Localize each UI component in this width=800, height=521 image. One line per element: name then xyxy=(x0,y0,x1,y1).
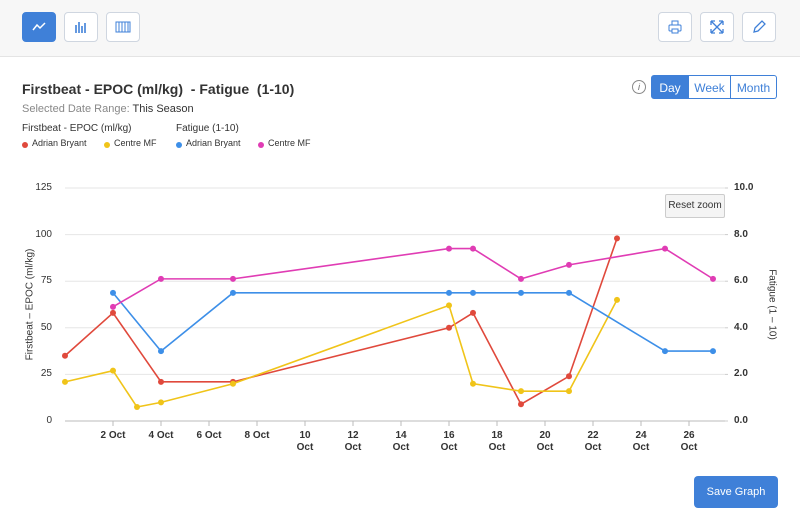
x-tick-label: 16 Oct xyxy=(440,430,458,453)
x-tick-label: 20 Oct xyxy=(536,430,554,453)
toolbar xyxy=(0,0,800,57)
data-point xyxy=(662,245,668,252)
x-tick-label: 4 Oct xyxy=(148,430,174,441)
x-tick-label: 22 Oct xyxy=(584,430,602,453)
data-point xyxy=(518,388,524,395)
data-point xyxy=(158,399,164,406)
x-tick-label: 8 Oct xyxy=(244,430,270,441)
data-point xyxy=(62,352,68,359)
data-point xyxy=(470,289,476,296)
x-tick-label: 6 Oct xyxy=(196,430,222,441)
y-tick-label: 0 xyxy=(46,415,52,426)
y-tick-label: 100 xyxy=(35,228,52,240)
data-point xyxy=(134,404,140,411)
y-tick-label: 75 xyxy=(40,275,52,287)
legend-label[interactable]: Centre MF xyxy=(114,138,157,148)
data-point xyxy=(470,309,476,316)
data-point xyxy=(614,235,620,242)
legend-group-title: Fatigue (1-10) xyxy=(176,123,239,134)
legend-label[interactable]: Adrian Bryant xyxy=(186,138,241,148)
x-tick-label: 2 Oct xyxy=(100,430,126,441)
data-point xyxy=(110,289,116,296)
data-point xyxy=(230,289,236,296)
legend-swatch xyxy=(104,142,110,148)
data-point xyxy=(470,245,476,252)
bar-view-button[interactable] xyxy=(64,12,98,42)
series-line xyxy=(112,247,714,308)
x-tick-label: 14 Oct xyxy=(392,430,410,453)
data-point xyxy=(710,348,716,355)
data-point xyxy=(518,401,524,408)
fullscreen-button[interactable] xyxy=(700,12,734,42)
x-tick-label: 10 Oct xyxy=(296,430,314,453)
view-1[interactable]: Week xyxy=(689,75,731,99)
y-axis-title: Firstbeat – EPOC (ml/kg) xyxy=(24,248,36,360)
y2-tick-label: 6.0 xyxy=(734,275,748,287)
save-graph-button[interactable]: Save Graph xyxy=(694,476,778,508)
y2-tick-label: 10.0 xyxy=(734,182,754,193)
chart-title: Firstbeat - EPOC (ml/kg) - Fatigue (1-10… xyxy=(22,81,295,97)
data-point xyxy=(662,348,668,355)
x-tick-label: 24 Oct xyxy=(632,430,650,453)
data-point xyxy=(446,324,452,331)
line-view-button[interactable] xyxy=(22,12,56,42)
x-tick-label: 18 Oct xyxy=(488,430,506,453)
legend-swatch xyxy=(176,142,182,148)
data-point xyxy=(110,367,116,374)
y2-tick-label: 2.0 xyxy=(734,368,748,380)
range-value: This Season xyxy=(132,103,194,115)
x-tick-label: 12 Oct xyxy=(344,430,362,453)
data-point xyxy=(230,275,236,282)
table-view-button[interactable] xyxy=(106,12,140,42)
data-point xyxy=(110,303,116,310)
legend-group-title: Firstbeat - EPOC (ml/kg) xyxy=(22,123,132,134)
data-point xyxy=(158,378,164,385)
data-point xyxy=(518,289,524,296)
data-point xyxy=(158,348,164,355)
y2-tick-label: 0.0 xyxy=(734,415,748,426)
data-point xyxy=(566,373,572,380)
data-point xyxy=(614,296,620,303)
x-tick-label: 26 Oct xyxy=(680,430,698,453)
data-point xyxy=(230,380,236,387)
legend-swatch xyxy=(258,142,264,148)
y2-axis-title: Fatigue (1 – 10) xyxy=(766,268,778,340)
y-tick-label: 50 xyxy=(40,321,52,333)
data-point xyxy=(158,275,164,282)
data-point xyxy=(470,380,476,387)
data-point xyxy=(62,378,68,385)
series-line xyxy=(112,292,713,353)
data-point xyxy=(566,289,572,296)
info-icon[interactable]: i xyxy=(632,80,646,94)
legend-label[interactable]: Adrian Bryant xyxy=(32,138,87,148)
y2-tick-label: 8.0 xyxy=(734,228,748,240)
y2-tick-label: 4.0 xyxy=(734,321,748,333)
reset-zoom-button[interactable]: Reset zoom xyxy=(665,194,725,218)
y-tick-label: 25 xyxy=(40,368,52,380)
data-point xyxy=(566,261,572,268)
y-tick-label: 125 xyxy=(35,182,52,193)
series-line xyxy=(64,299,618,408)
data-point xyxy=(518,275,524,282)
legend-label[interactable]: Centre MF xyxy=(268,138,311,148)
data-point xyxy=(446,245,452,252)
print-button[interactable] xyxy=(658,12,692,42)
range-label: Selected Date Range: xyxy=(22,103,130,115)
data-point xyxy=(110,309,116,316)
view-2[interactable]: Month xyxy=(731,75,777,99)
data-point xyxy=(710,275,716,282)
data-point xyxy=(446,289,452,296)
legend-swatch xyxy=(22,142,28,148)
date-range: Selected Date Range: This Season xyxy=(22,103,194,115)
data-point xyxy=(566,388,572,395)
data-point xyxy=(446,302,452,309)
view-0[interactable]: Day xyxy=(651,75,689,99)
edit-button[interactable] xyxy=(742,12,776,42)
